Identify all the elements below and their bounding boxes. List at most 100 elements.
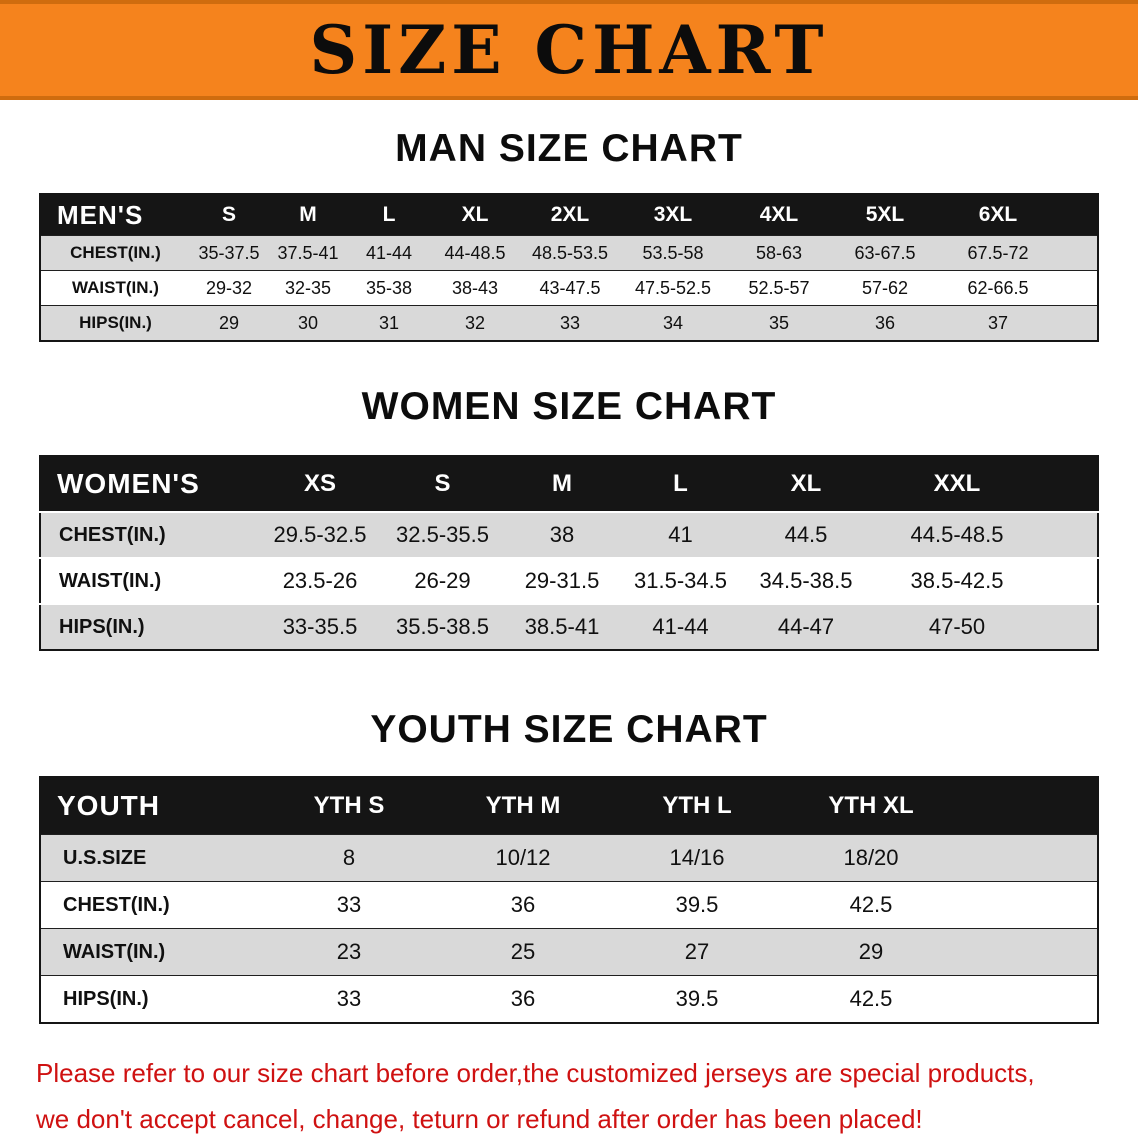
youth-row-waist: WAIST(IN.) 23 25 27 29 (40, 928, 1098, 976)
size-cell: 36 (436, 881, 610, 929)
size-cell: 41-44 (348, 235, 430, 271)
spacer-cell (958, 777, 1098, 835)
spacer-cell (958, 881, 1098, 929)
women-table-header-row: WOMEN'S XS S M L XL XXL (40, 456, 1098, 512)
size-cell: 33 (262, 881, 436, 929)
size-cell: 27 (610, 928, 784, 976)
size-cell: 8 (262, 834, 436, 882)
size-cell: 33 (262, 975, 436, 1023)
row-label: WAIST(IN.) (40, 928, 262, 976)
size-cell: 26-29 (382, 558, 503, 604)
spacer-cell (1058, 305, 1098, 341)
size-cell: 44.5 (740, 512, 872, 558)
youth-row-chest: CHEST(IN.) 33 36 39.5 42.5 (40, 881, 1098, 929)
size-cell: 44-47 (740, 604, 872, 650)
size-cell: 29 (784, 928, 958, 976)
spacer-cell (1042, 512, 1098, 558)
men-col-header: XL (430, 194, 520, 236)
spacer-cell (1042, 456, 1098, 512)
row-label: HIPS(IN.) (40, 604, 258, 650)
women-col-header: XS (258, 456, 382, 512)
youth-table-header-row: YOUTH YTH S YTH M YTH L YTH XL (40, 777, 1098, 835)
size-cell: 48.5-53.5 (520, 235, 620, 271)
men-col-header: 3XL (620, 194, 726, 236)
size-cell: 31.5-34.5 (621, 558, 740, 604)
size-cell: 41-44 (621, 604, 740, 650)
men-row-waist: WAIST(IN.) 29-32 32-35 35-38 38-43 43-47… (40, 270, 1098, 306)
men-col-header: 5XL (832, 194, 938, 236)
women-col-header: L (621, 456, 740, 512)
spacer-cell (958, 975, 1098, 1023)
size-cell: 10/12 (436, 834, 610, 882)
women-size-chart-heading: WOMEN SIZE CHART (361, 385, 777, 428)
youth-size-table: YOUTH YTH S YTH M YTH L YTH XL U.S.SIZE … (39, 776, 1099, 1024)
men-size-chart-heading: MAN SIZE CHART (395, 127, 743, 170)
size-cell: 31 (348, 305, 430, 341)
size-cell: 32.5-35.5 (382, 512, 503, 558)
row-label: U.S.SIZE (40, 834, 262, 882)
spacer-cell (1058, 235, 1098, 271)
youth-col-header: YTH S (262, 777, 436, 835)
men-col-header: M (268, 194, 348, 236)
size-cell: 34 (620, 305, 726, 341)
size-cell: 62-66.5 (938, 270, 1058, 306)
size-cell: 32-35 (268, 270, 348, 306)
size-cell: 32 (430, 305, 520, 341)
size-cell: 44-48.5 (430, 235, 520, 271)
youth-col-header: YTH L (610, 777, 784, 835)
size-cell: 42.5 (784, 975, 958, 1023)
spacer-cell (1058, 270, 1098, 306)
disclaimer-line-2: we don't accept cancel, change, teturn o… (36, 1104, 923, 1134)
size-cell: 30 (268, 305, 348, 341)
size-cell: 36 (436, 975, 610, 1023)
size-cell: 63-67.5 (832, 235, 938, 271)
size-cell: 42.5 (784, 881, 958, 929)
disclaimer-text: Please refer to our size chart before or… (36, 1050, 1138, 1142)
men-col-header: 4XL (726, 194, 832, 236)
women-row-chest: CHEST(IN.) 29.5-32.5 32.5-35.5 38 41 44.… (40, 512, 1098, 558)
youth-corner-label: YOUTH (40, 777, 262, 835)
men-size-table: MEN'S S M L XL 2XL 3XL 4XL 5XL 6XL CHEST… (39, 193, 1099, 342)
size-cell: 29 (190, 305, 268, 341)
women-col-header: S (382, 456, 503, 512)
men-corner-label: MEN'S (40, 194, 190, 236)
size-cell: 38 (503, 512, 621, 558)
women-col-header: M (503, 456, 621, 512)
spacer-cell (1058, 194, 1098, 236)
size-cell: 53.5-58 (620, 235, 726, 271)
youth-size-chart-heading: YOUTH SIZE CHART (370, 708, 768, 751)
size-cell: 34.5-38.5 (740, 558, 872, 604)
size-cell: 14/16 (610, 834, 784, 882)
size-cell: 23.5-26 (258, 558, 382, 604)
size-cell: 47.5-52.5 (620, 270, 726, 306)
youth-row-hips: HIPS(IN.) 33 36 39.5 42.5 (40, 975, 1098, 1023)
size-cell: 39.5 (610, 881, 784, 929)
women-row-waist: WAIST(IN.) 23.5-26 26-29 29-31.5 31.5-34… (40, 558, 1098, 604)
men-row-chest: CHEST(IN.) 35-37.5 37.5-41 41-44 44-48.5… (40, 235, 1098, 271)
size-cell: 35-37.5 (190, 235, 268, 271)
size-cell: 41 (621, 512, 740, 558)
men-table-header-row: MEN'S S M L XL 2XL 3XL 4XL 5XL 6XL (40, 194, 1098, 236)
size-cell: 37.5-41 (268, 235, 348, 271)
size-cell: 47-50 (872, 604, 1042, 650)
row-label: CHEST(IN.) (40, 235, 190, 271)
spacer-cell (958, 834, 1098, 882)
women-size-table: WOMEN'S XS S M L XL XXL CHEST(IN.) 29.5-… (39, 455, 1099, 651)
women-corner-label: WOMEN'S (40, 456, 258, 512)
size-cell: 38-43 (430, 270, 520, 306)
size-cell: 38.5-41 (503, 604, 621, 650)
spacer-cell (1042, 558, 1098, 604)
youth-col-header: YTH XL (784, 777, 958, 835)
men-row-hips: HIPS(IN.) 29 30 31 32 33 34 35 36 37 (40, 305, 1098, 341)
size-cell: 39.5 (610, 975, 784, 1023)
size-cell: 43-47.5 (520, 270, 620, 306)
size-cell: 38.5-42.5 (872, 558, 1042, 604)
size-cell: 35 (726, 305, 832, 341)
size-cell: 29-31.5 (503, 558, 621, 604)
size-cell: 57-62 (832, 270, 938, 306)
women-col-header: XXL (872, 456, 1042, 512)
size-cell: 37 (938, 305, 1058, 341)
size-cell: 18/20 (784, 834, 958, 882)
youth-col-header: YTH M (436, 777, 610, 835)
size-cell: 33 (520, 305, 620, 341)
